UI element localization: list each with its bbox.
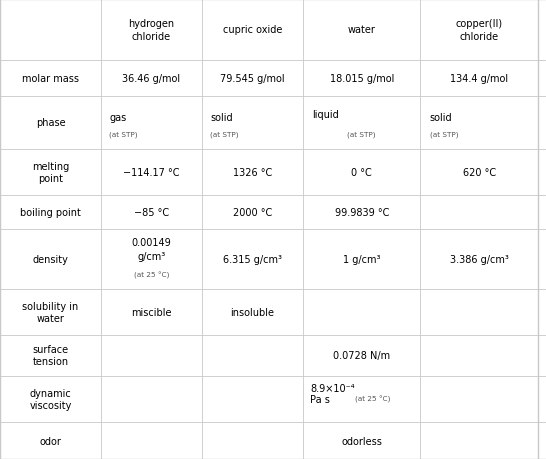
Text: miscible: miscible xyxy=(131,307,172,317)
Text: 8.9×10⁻⁴: 8.9×10⁻⁴ xyxy=(310,383,355,393)
Text: water: water xyxy=(348,25,376,35)
Text: 6.315 g/cm³: 6.315 g/cm³ xyxy=(223,254,282,264)
Text: 36.46 g/mol: 36.46 g/mol xyxy=(122,73,181,84)
Text: solid: solid xyxy=(430,112,453,123)
Text: 1326 °C: 1326 °C xyxy=(233,168,272,178)
Text: surface
tension: surface tension xyxy=(32,344,69,367)
Text: insoluble: insoluble xyxy=(230,307,275,317)
Text: (at 25 °C): (at 25 °C) xyxy=(355,395,390,403)
Text: 3.386 g/cm³: 3.386 g/cm³ xyxy=(450,254,508,264)
Text: boiling point: boiling point xyxy=(20,207,81,218)
Text: 2000 °C: 2000 °C xyxy=(233,207,272,218)
Text: copper(II)
chloride: copper(II) chloride xyxy=(455,19,503,42)
Text: Pa s: Pa s xyxy=(310,394,330,404)
Text: (at 25 °C): (at 25 °C) xyxy=(134,271,169,278)
Text: 134.4 g/mol: 134.4 g/mol xyxy=(450,73,508,84)
Text: liquid: liquid xyxy=(312,110,339,120)
Text: melting
point: melting point xyxy=(32,162,69,184)
Text: (at STP): (at STP) xyxy=(430,131,458,138)
Text: phase: phase xyxy=(35,118,66,128)
Text: solid: solid xyxy=(210,112,233,123)
Text: 0.0728 N/m: 0.0728 N/m xyxy=(333,351,390,360)
Text: dynamic
viscosity: dynamic viscosity xyxy=(29,388,72,410)
Text: 620 °C: 620 °C xyxy=(462,168,496,178)
Text: 99.9839 °C: 99.9839 °C xyxy=(335,207,389,218)
Text: 1 g/cm³: 1 g/cm³ xyxy=(343,254,381,264)
Text: (at STP): (at STP) xyxy=(210,131,239,138)
Text: gas: gas xyxy=(109,112,126,123)
Text: g/cm³: g/cm³ xyxy=(138,251,165,261)
Text: odorless: odorless xyxy=(341,436,382,446)
Text: −114.17 °C: −114.17 °C xyxy=(123,168,180,178)
Text: (at STP): (at STP) xyxy=(109,131,138,138)
Text: solubility in
water: solubility in water xyxy=(22,301,79,323)
Text: −85 °C: −85 °C xyxy=(134,207,169,218)
Text: density: density xyxy=(33,254,68,264)
Text: hydrogen
chloride: hydrogen chloride xyxy=(128,19,175,42)
Text: cupric oxide: cupric oxide xyxy=(223,25,282,35)
Text: 0 °C: 0 °C xyxy=(351,168,372,178)
Text: 18.015 g/mol: 18.015 g/mol xyxy=(330,73,394,84)
Text: (at STP): (at STP) xyxy=(347,131,376,138)
Text: 79.545 g/mol: 79.545 g/mol xyxy=(220,73,285,84)
Text: odor: odor xyxy=(39,436,62,446)
Text: molar mass: molar mass xyxy=(22,73,79,84)
Text: 0.00149: 0.00149 xyxy=(132,238,171,247)
